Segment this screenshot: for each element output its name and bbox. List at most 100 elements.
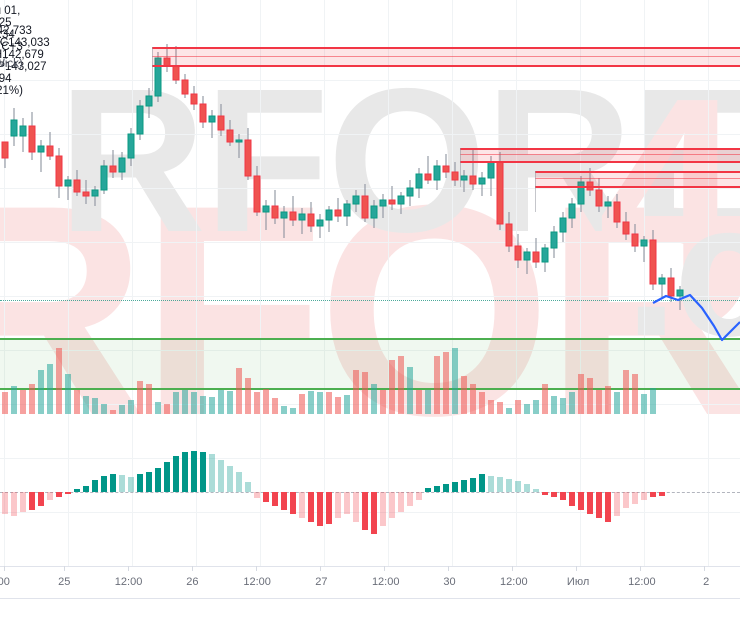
axis-label: 12:00 — [243, 576, 271, 588]
candle-body — [451, 171, 459, 181]
axis-label: 27 — [315, 576, 328, 588]
volume-bar — [74, 390, 80, 414]
macd-bar — [560, 492, 566, 500]
macd-bar — [20, 492, 26, 512]
candle-body — [496, 161, 504, 225]
volume-bar — [317, 392, 323, 414]
volume-bar — [245, 378, 251, 414]
macd-bar — [173, 456, 179, 492]
volume-bar — [299, 394, 305, 414]
macd-bar — [605, 492, 611, 522]
candle-body — [433, 165, 441, 181]
candle-body — [136, 105, 144, 135]
volume-bar — [470, 384, 476, 414]
candle-body — [388, 199, 396, 205]
volume-pane[interactable] — [0, 332, 740, 414]
candle-body — [676, 289, 684, 297]
volume-bar — [614, 392, 620, 414]
candle-body — [397, 195, 405, 205]
candle-body — [298, 213, 306, 221]
macd-bar — [308, 492, 314, 522]
axis-label: 00 — [0, 576, 10, 588]
macd-histogram — [2, 451, 665, 534]
macd-bar — [335, 492, 341, 518]
volume-bar — [155, 402, 161, 414]
candle-body — [469, 175, 477, 185]
candle-body — [181, 79, 189, 95]
macd-bar — [74, 489, 80, 492]
axis-tick — [64, 566, 65, 571]
macd-bar — [254, 492, 260, 498]
macd-bar — [416, 492, 422, 500]
axis-label: 12:00 — [500, 576, 528, 588]
macd-bar — [551, 492, 557, 497]
candle-body — [127, 133, 135, 159]
volume-bar — [533, 400, 539, 414]
volume-bar — [434, 356, 440, 414]
macd-bar — [65, 492, 71, 494]
volume-bar — [596, 390, 602, 414]
macd-bar — [155, 468, 161, 492]
volume-bar — [128, 400, 134, 414]
macd-bar — [533, 489, 539, 492]
volume-bar — [416, 390, 422, 414]
axis-tick — [512, 566, 513, 571]
volume-bar — [371, 384, 377, 414]
candle-body — [118, 157, 126, 173]
macd-bar — [650, 492, 656, 497]
macd-bar — [326, 492, 332, 524]
candle-body — [100, 165, 108, 191]
macd-bar — [587, 492, 593, 514]
macd-bar — [128, 477, 134, 492]
volume-bar — [47, 364, 53, 414]
volume-bar — [11, 386, 17, 414]
macd-pane[interactable] — [0, 418, 740, 566]
macd-bar — [569, 492, 575, 506]
volume-bar — [650, 388, 656, 414]
volume-bar — [641, 394, 647, 414]
candle-body — [505, 223, 513, 247]
volume-zone-upper-line — [0, 338, 740, 340]
macd-bar — [515, 481, 521, 492]
volume-bar — [335, 397, 341, 414]
candle-body — [406, 187, 414, 197]
volume-bar — [425, 390, 431, 414]
volume-bar — [101, 404, 107, 414]
macd-bar — [614, 492, 620, 516]
candle-body — [46, 145, 54, 157]
volume-bar — [632, 374, 638, 414]
macd-bar — [659, 492, 665, 496]
macd-bar — [137, 474, 143, 492]
volume-bar — [182, 390, 188, 414]
price-pane[interactable] — [0, 38, 740, 332]
candle-body — [649, 239, 657, 285]
candle-body — [568, 203, 576, 219]
volume-bar — [542, 384, 548, 414]
macd-bar — [353, 492, 359, 522]
candle-body — [361, 195, 369, 219]
macd-bar — [56, 492, 62, 497]
macd-bar — [110, 474, 116, 492]
axis-label: 12:00 — [371, 576, 400, 588]
volume-highlight-zone — [0, 338, 740, 388]
macd-bar — [146, 472, 152, 492]
volume-bar — [209, 397, 215, 414]
macd-bar — [488, 476, 494, 492]
candle-body — [550, 231, 558, 249]
volume-bar — [461, 376, 467, 414]
volume-bar — [497, 402, 503, 414]
time-axis[interactable]: 00 25 12:00 26 12:00 27 12:00 30 12:00 Июл 12:00 2 — [0, 566, 740, 620]
macd-bar — [263, 492, 269, 502]
macd-bar — [281, 492, 287, 510]
macd-bar — [542, 492, 548, 495]
axis-tick — [448, 566, 449, 571]
macd-bar — [434, 486, 440, 492]
axis-tick — [4, 566, 5, 571]
volume-bar — [236, 368, 242, 414]
chart-datetime-label: юл 01, 2025 15:34 UTC+3 — [0, 5, 23, 53]
candle-body — [478, 177, 486, 185]
macd-bar — [245, 482, 251, 492]
axis-label: 26 — [186, 576, 199, 588]
candle-body — [244, 139, 252, 177]
candle-body — [316, 219, 324, 227]
